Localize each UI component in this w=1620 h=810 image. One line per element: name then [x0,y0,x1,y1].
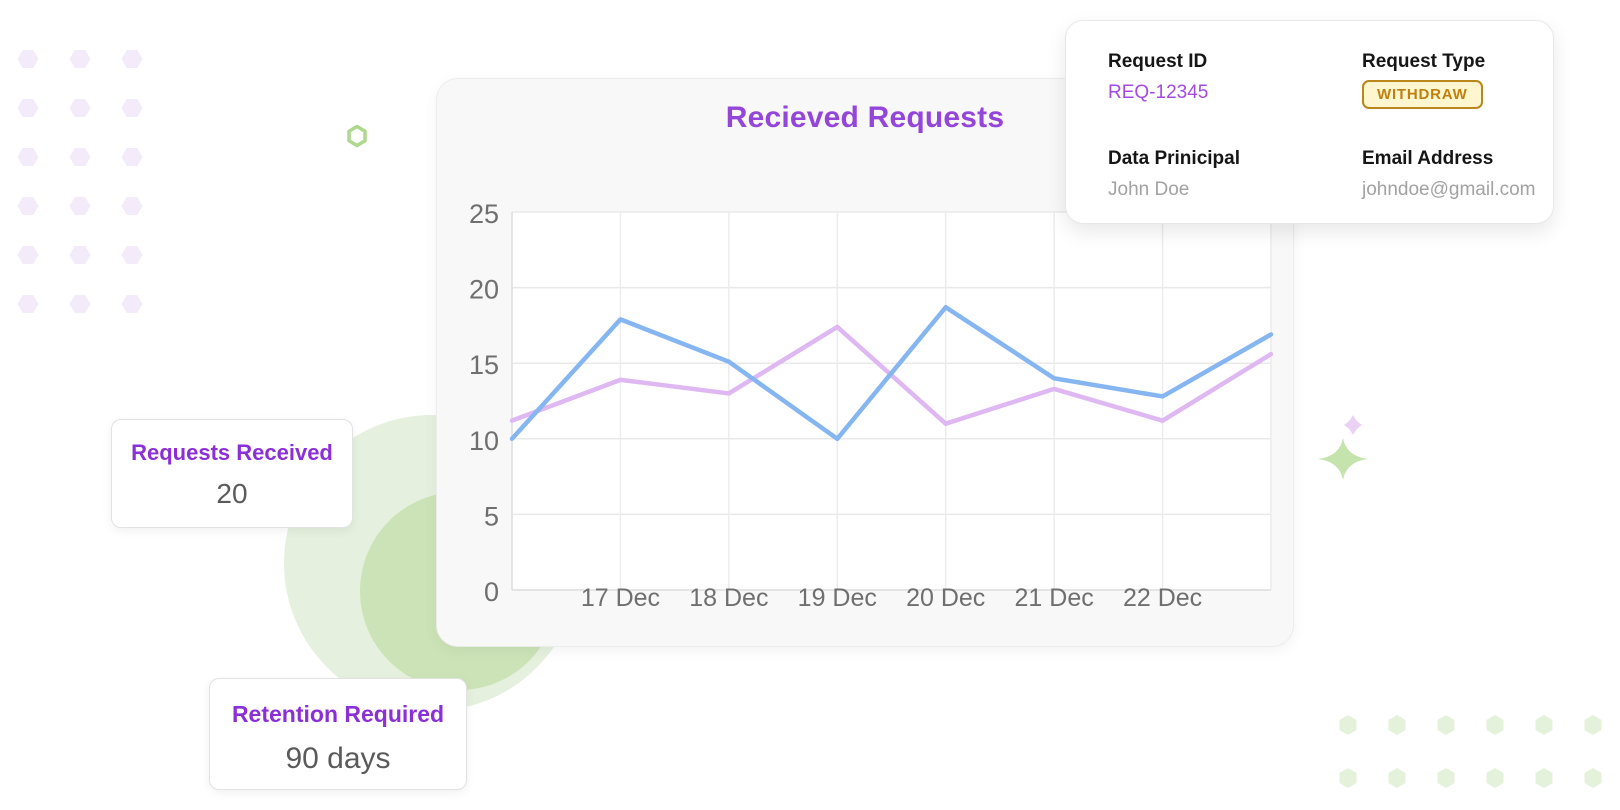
green-hexagon-outline-icon [347,124,367,148]
email-address-value: johndoe@gmail.com [1362,179,1536,200]
svg-text:15: 15 [469,350,499,380]
purple-dot-grid [17,50,143,313]
svg-text:10: 10 [469,426,499,456]
stat-label: Retention Required [231,701,445,727]
x-axis-tick-labels: 17 Dec 18 Dec 19 Dec 20 Dec 21 Dec 22 Dec [581,584,1202,612]
svg-text:5: 5 [484,501,499,531]
stat-label: Requests Received [131,440,333,465]
svg-text:25: 25 [469,199,499,229]
line-chart: 0 5 10 15 20 25 17 Dec 18 Dec 19 Dec 20 Dec 21 De… [469,199,1274,612]
data-principal-field: Data Prinicipal John Doe [1108,148,1240,201]
request-details-card: Request ID REQ-12345 Request Type WITHDR… [1065,20,1554,224]
svg-text:18 Dec: 18 Dec [689,584,768,612]
data-principal-label: Data Prinicipal [1108,148,1240,169]
requests-received-card: Requests Received 20 [111,419,353,528]
request-id-label: Request ID [1108,51,1208,72]
svg-text:19 Dec: 19 Dec [798,584,877,612]
sparkle-icons [1318,415,1368,480]
chart-gridlines [511,211,1272,591]
stat-value: 90 days [285,742,391,775]
data-principal-value: John Doe [1108,179,1190,200]
green-dot-grid [1339,715,1602,788]
svg-text:20: 20 [469,275,499,305]
chart-series-lines [509,305,1274,442]
request-type-label: Request Type [1362,51,1486,72]
email-address-label: Email Address [1362,148,1494,169]
svg-text:21 Dec: 21 Dec [1015,584,1094,612]
stat-value: 20 [216,478,248,509]
retention-required-card: Retention Required 90 days [209,678,467,790]
request-id-field: Request ID REQ-12345 [1108,51,1208,104]
request-type-badge: WITHDRAW [1362,80,1483,109]
svg-text:0: 0 [484,577,499,607]
email-address-field: Email Address johndoe@gmail.com [1362,148,1536,201]
received-requests-chart-card: Recieved Requests 0 5 10 15 20 25 17 Dec 18 De… [436,78,1294,647]
chart-title: Recieved Requests [725,101,1005,134]
request-id-value[interactable]: REQ-12345 [1108,82,1209,103]
svg-text:20 Dec: 20 Dec [906,584,985,612]
svg-text:22 Dec: 22 Dec [1123,584,1202,612]
svg-text:17 Dec: 17 Dec [581,584,660,612]
request-type-field: Request Type WITHDRAW [1362,51,1485,109]
y-axis-tick-labels: 0 5 10 15 20 25 [469,199,499,607]
